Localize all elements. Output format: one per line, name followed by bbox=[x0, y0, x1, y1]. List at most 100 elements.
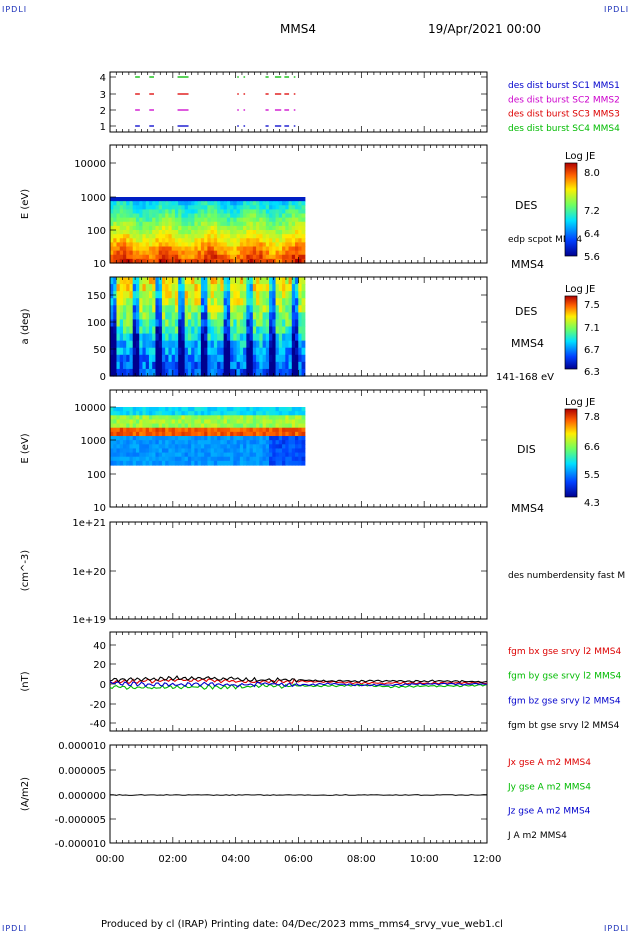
dis_energy-cell bbox=[171, 440, 176, 445]
des_pitch-cell bbox=[165, 354, 170, 363]
dis_energy-cell bbox=[301, 427, 306, 433]
des_pitch-cell bbox=[213, 347, 218, 356]
des_energy-cell bbox=[236, 225, 241, 231]
dis_energy-cell bbox=[132, 440, 137, 445]
des_energy-cell bbox=[135, 250, 140, 256]
dis_energy-cell bbox=[116, 444, 121, 450]
dis_energy-cell bbox=[122, 436, 127, 441]
dis_energy-cell bbox=[171, 415, 176, 421]
des_pitch-cell bbox=[158, 333, 163, 342]
dis_energy-cell bbox=[116, 456, 121, 462]
dis_energy-cell bbox=[269, 419, 273, 425]
des_energy-cell bbox=[210, 234, 215, 239]
dis_energy-cell bbox=[275, 411, 280, 416]
des_energy-cell bbox=[288, 258, 293, 264]
dis_energy-cell bbox=[200, 427, 205, 433]
dis_energy-cell bbox=[210, 419, 215, 425]
des_energy-cell bbox=[226, 205, 231, 210]
dis_energy-cell bbox=[249, 415, 254, 421]
des_pitch-cell bbox=[178, 361, 183, 370]
dis_energy-cell bbox=[165, 427, 170, 433]
des_pitch-cell bbox=[152, 333, 157, 342]
des_energy-cell bbox=[298, 213, 303, 219]
dis_energy-cell bbox=[239, 427, 244, 433]
des_energy-cell bbox=[191, 230, 196, 235]
dis_energy-cell bbox=[178, 456, 183, 462]
des_energy-cell bbox=[207, 225, 212, 231]
des_energy-cell bbox=[282, 234, 286, 239]
des_energy-cell bbox=[142, 250, 147, 256]
des_energy-cell bbox=[269, 213, 273, 219]
dis_energy-cell bbox=[200, 411, 205, 416]
des_energy-cell bbox=[113, 205, 118, 210]
des_energy-cell bbox=[161, 234, 166, 239]
dis_energy-cell bbox=[288, 440, 293, 445]
dis_energy-cell bbox=[142, 452, 147, 458]
des_pitch-cell bbox=[265, 291, 270, 299]
dis_energy-cell bbox=[191, 407, 196, 412]
des_pitch-colorbar-tick-label: 6.3 bbox=[584, 367, 600, 378]
des_pitch-cell bbox=[223, 277, 228, 285]
des_energy-cell bbox=[256, 230, 260, 235]
dis_energy-cell bbox=[113, 436, 118, 441]
dis_energy-cell bbox=[116, 411, 121, 416]
des_pitch-cell bbox=[282, 354, 286, 363]
dis_energy-cell bbox=[213, 419, 218, 425]
des_energy-cell bbox=[291, 217, 296, 223]
des_energy-cell bbox=[213, 258, 218, 264]
des_energy-cell bbox=[152, 213, 157, 219]
des_energy-cell bbox=[282, 246, 286, 252]
des_pitch-cell bbox=[249, 291, 254, 299]
des_energy-cell bbox=[204, 254, 208, 260]
des_energy-cell bbox=[126, 225, 131, 231]
dis_energy-cell bbox=[295, 452, 299, 458]
dis_energy-cell bbox=[132, 419, 137, 425]
des_energy-cell bbox=[295, 205, 299, 210]
des_energy-cell bbox=[129, 197, 134, 202]
des_pitch-cell bbox=[178, 298, 183, 306]
dis_energy-cell bbox=[207, 436, 212, 441]
des_pitch-cell bbox=[275, 368, 280, 377]
des_pitch-cell bbox=[152, 347, 157, 356]
des_pitch-cell bbox=[139, 354, 144, 363]
des_pitch-cell bbox=[110, 298, 114, 306]
dis_energy-cell bbox=[165, 436, 170, 441]
dis_energy-cell bbox=[126, 427, 131, 433]
des_energy-cell bbox=[259, 254, 264, 260]
des_pitch-cell bbox=[239, 312, 244, 321]
des_energy-cell bbox=[226, 209, 231, 215]
des_energy-cell bbox=[301, 197, 306, 202]
des_energy-cell bbox=[110, 225, 114, 231]
des_energy-cell bbox=[285, 217, 290, 223]
des_pitch-cell bbox=[291, 333, 296, 342]
des_energy-cell bbox=[135, 213, 140, 219]
des_energy-cell bbox=[259, 242, 264, 248]
des_energy-cell bbox=[135, 230, 140, 235]
des_pitch-cell bbox=[298, 305, 303, 313]
dis_energy-cell bbox=[239, 419, 244, 425]
des_pitch-cell bbox=[161, 340, 166, 349]
des_pitch-cell bbox=[116, 333, 121, 342]
des_energy-cell bbox=[278, 213, 283, 219]
dis_energy-cell bbox=[119, 407, 124, 412]
des_pitch-cell bbox=[217, 326, 221, 335]
des_energy-cell bbox=[259, 238, 264, 243]
dis_energy-cell bbox=[116, 431, 121, 437]
dis_energy-cell bbox=[223, 444, 228, 450]
dis_energy-cell bbox=[171, 444, 176, 450]
dis_energy-cell bbox=[239, 448, 244, 454]
dis_energy-cell bbox=[282, 444, 286, 450]
des_energy-cell bbox=[158, 250, 163, 256]
dis_energy-cell bbox=[142, 436, 147, 441]
des_pitch-cell bbox=[200, 326, 205, 335]
des_pitch-cell bbox=[265, 326, 270, 335]
des_energy-cell bbox=[217, 209, 221, 215]
des_energy-cell bbox=[223, 242, 228, 248]
des_energy-cell bbox=[262, 225, 267, 231]
dis_energy-cell bbox=[239, 452, 244, 458]
des_energy-cell bbox=[126, 242, 131, 248]
dis_energy-cell bbox=[256, 448, 260, 454]
des_energy-cell bbox=[165, 213, 170, 219]
des_energy-cell bbox=[119, 217, 124, 223]
dis_energy-cell bbox=[233, 419, 238, 425]
